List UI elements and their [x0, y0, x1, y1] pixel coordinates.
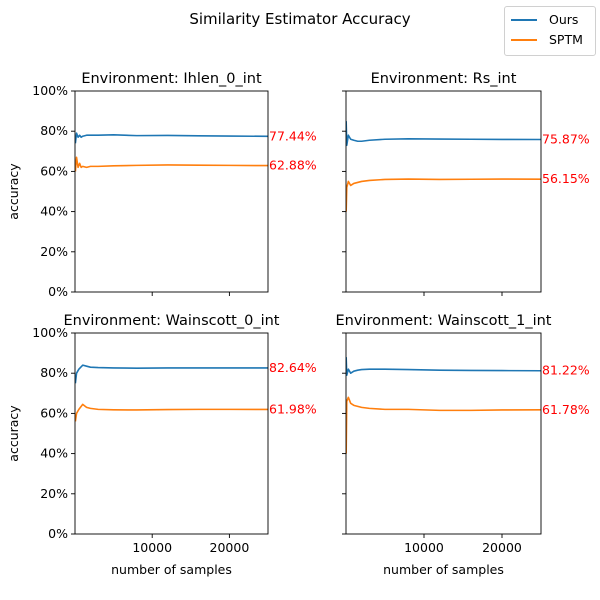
subplot-title: Environment: Ihlen_0_int: [81, 71, 262, 87]
subplot-3: Environment: Wainscott_0_int 82.64% 61.98%…: [6, 313, 317, 577]
legend-item-ours: Ours: [511, 11, 591, 29]
final-value-label-ours: 81.22%: [542, 363, 590, 378]
legend-label-ours: Ours: [549, 12, 579, 27]
series-line-sptm: [75, 156, 268, 172]
axes-frame: [74, 90, 269, 293]
series-line-sptm: [346, 178, 541, 212]
y-tick-label: 40%: [40, 204, 68, 219]
final-value-label-sptm: 62.88%: [269, 158, 317, 173]
final-value-label-ours: 75.87%: [542, 132, 590, 147]
legend-swatch-sptm: [511, 39, 537, 41]
legend: Ours SPTM: [504, 6, 596, 56]
y-tick-label: 80%: [40, 123, 68, 138]
axes-frame: [345, 90, 542, 293]
legend-label-sptm: SPTM: [549, 32, 583, 47]
axes-frame: [74, 332, 269, 535]
y-tick-label: 80%: [40, 365, 68, 380]
x-tick-label: 20000: [210, 540, 250, 555]
x-axis-label: number of samples: [111, 562, 232, 577]
x-axis-label: number of samples: [383, 562, 504, 577]
y-tick-label: 60%: [40, 163, 68, 178]
legend-item-sptm: SPTM: [511, 31, 591, 49]
final-value-label-sptm: 56.15%: [542, 171, 590, 186]
figure-title: Similarity Estimator Accuracy: [189, 10, 410, 28]
series-line-ours: [346, 357, 541, 377]
final-value-label-sptm: 61.78%: [542, 402, 590, 417]
axes-frame: [345, 332, 542, 535]
y-tick-label: 20%: [40, 244, 68, 259]
subplot-title: Environment: Rs_int: [371, 71, 517, 87]
subplot-4: Environment: Wainscott_1_int 81.22% 61.78%…: [336, 313, 590, 577]
series-line-ours: [75, 132, 268, 144]
subplot-title: Environment: Wainscott_0_int: [64, 313, 280, 329]
y-tick-label: 0%: [48, 526, 68, 541]
y-tick-label: 0%: [48, 284, 68, 299]
series-line-sptm: [346, 396, 541, 454]
subplot-2: Environment: Rs_int 75.87% 56.15%: [342, 71, 590, 296]
axes-root: Environment: Ihlen_0_int 77.44% 62.88% 0% 20…: [6, 71, 590, 577]
final-value-label-ours: 82.64%: [269, 360, 317, 375]
final-value-label-ours: 77.44%: [269, 128, 317, 143]
legend-swatch-ours: [511, 19, 537, 21]
subplot-title: Environment: Wainscott_1_int: [336, 313, 552, 329]
y-axis-label: accuracy: [6, 163, 21, 220]
x-tick-label: 10000: [132, 540, 172, 555]
final-value-label-sptm: 61.98%: [269, 401, 317, 416]
y-tick-label: 20%: [40, 486, 68, 501]
subplot-1: Environment: Ihlen_0_int 77.44% 62.88% 0% 20…: [6, 71, 317, 299]
x-tick-label: 20000: [482, 540, 522, 555]
y-tick-label: 100%: [32, 83, 68, 98]
y-tick-label: 100%: [32, 325, 68, 340]
series-line-ours: [346, 121, 541, 147]
series-line-ours: [75, 364, 268, 384]
y-tick-label: 40%: [40, 446, 68, 461]
series-line-sptm: [75, 403, 268, 422]
y-tick-label: 60%: [40, 405, 68, 420]
x-tick-label: 10000: [404, 540, 444, 555]
y-axis-label: accuracy: [6, 405, 21, 462]
